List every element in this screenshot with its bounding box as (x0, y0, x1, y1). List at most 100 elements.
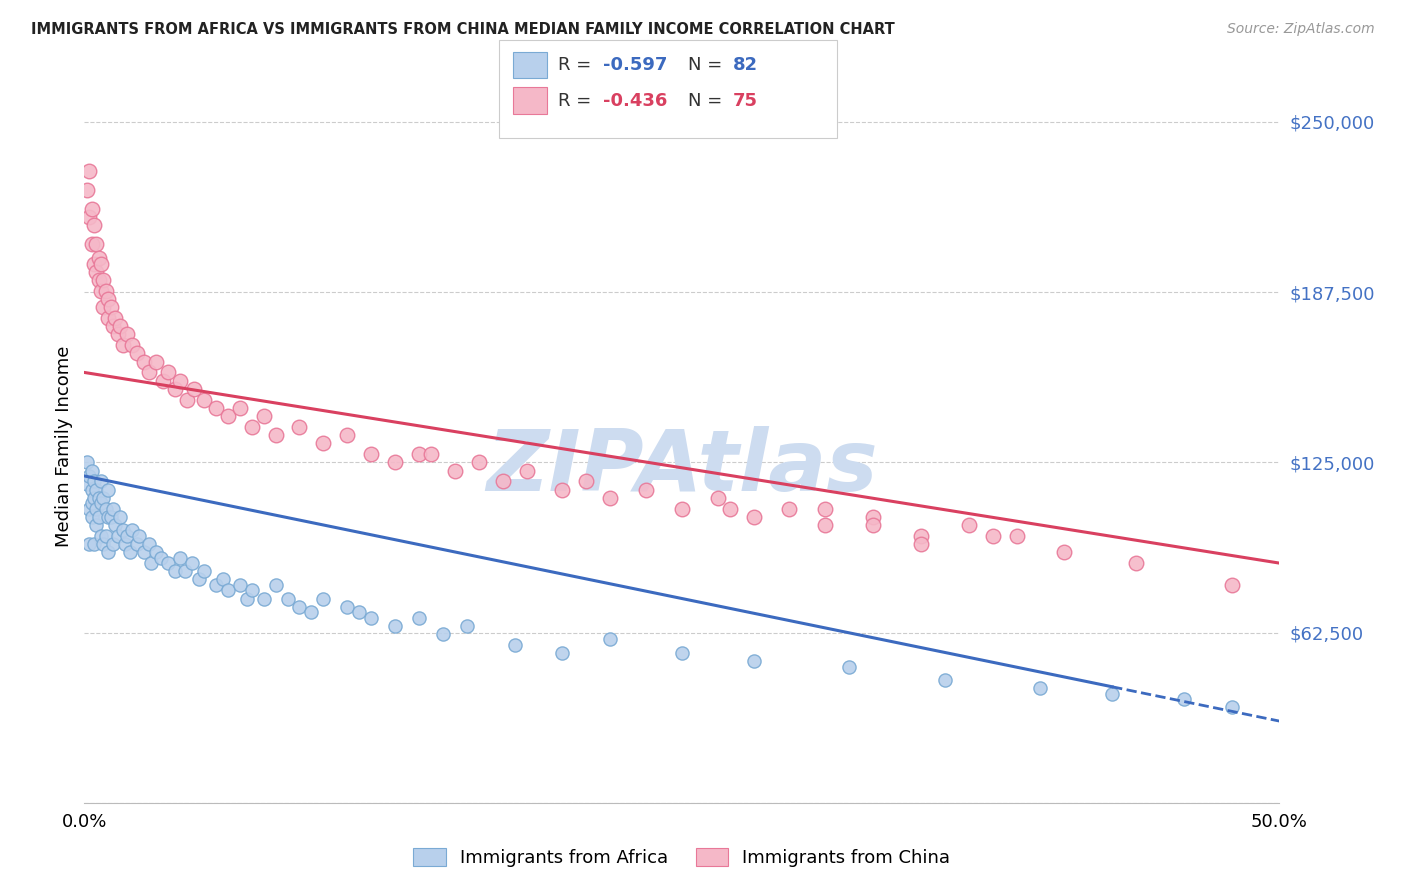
Point (86, 501, 108, 516)
Point (141, 556, 163, 570)
Point (205, 401, 228, 415)
Point (94, 501, 117, 516)
Point (93, 537, 115, 551)
Point (183, 382, 205, 396)
Point (492, 475, 515, 489)
Point (121, 524, 143, 538)
Point (100, 300, 122, 314)
Point (173, 564, 195, 578)
Text: IMMIGRANTS FROM AFRICA VS IMMIGRANTS FROM CHINA MEDIAN FAMILY INCOME CORRELATION: IMMIGRANTS FROM AFRICA VS IMMIGRANTS FRO… (31, 22, 894, 37)
Point (862, 509, 884, 524)
Point (86, 518, 108, 533)
Point (77, 469, 100, 483)
Point (86, 483, 108, 497)
Point (408, 610, 430, 624)
Text: 75: 75 (733, 92, 758, 110)
Point (104, 518, 127, 533)
Text: N =: N = (688, 56, 727, 74)
Point (814, 518, 837, 533)
Point (94, 529, 117, 543)
Point (814, 501, 837, 516)
Point (87, 509, 110, 524)
Text: -0.597: -0.597 (603, 56, 668, 74)
Point (240, 420, 263, 434)
Point (551, 646, 574, 660)
Point (132, 545, 156, 559)
Point (707, 491, 730, 505)
Point (169, 550, 191, 565)
Point (90, 496, 112, 510)
Text: ZIPAtlas: ZIPAtlas (486, 425, 877, 509)
Point (205, 578, 228, 592)
Point (101, 537, 124, 551)
Point (229, 578, 252, 592)
Point (107, 529, 129, 543)
Point (503, 638, 526, 652)
Point (132, 354, 156, 368)
Point (1220, 578, 1243, 592)
Point (551, 483, 574, 497)
Point (110, 509, 132, 524)
Point (152, 374, 174, 388)
Point (86, 265, 108, 279)
Point (1029, 681, 1052, 696)
Point (217, 583, 239, 598)
Text: N =: N = (688, 92, 727, 110)
Point (80, 509, 103, 524)
Point (212, 573, 235, 587)
Point (934, 673, 956, 688)
Point (90, 475, 112, 489)
Point (217, 409, 239, 423)
Point (83, 491, 105, 505)
Point (468, 455, 491, 469)
Point (83, 219, 105, 233)
Point (165, 564, 187, 578)
Point (444, 463, 467, 477)
Point (118, 545, 141, 559)
Point (121, 338, 143, 352)
Point (718, 501, 741, 516)
Point (93, 300, 115, 314)
Point (77, 537, 100, 551)
Point (420, 447, 443, 461)
Point (169, 374, 191, 388)
Point (264, 428, 287, 442)
Point (138, 366, 160, 380)
Point (838, 659, 860, 673)
Point (77, 211, 100, 225)
Text: -0.436: -0.436 (603, 92, 668, 110)
Point (312, 436, 335, 450)
Text: 82: 82 (733, 56, 758, 74)
Point (87, 251, 110, 265)
Point (93, 491, 115, 505)
Point (193, 564, 215, 578)
Point (101, 501, 124, 516)
Point (104, 310, 127, 325)
Point (101, 319, 124, 334)
Y-axis label: Median Family Income: Median Family Income (55, 345, 73, 547)
Point (981, 529, 1004, 543)
Point (253, 591, 276, 606)
Point (384, 455, 406, 469)
Point (93, 273, 115, 287)
Point (910, 537, 932, 551)
Point (97, 509, 120, 524)
Point (128, 529, 150, 543)
Point (360, 610, 382, 624)
Point (111, 524, 134, 538)
Point (76, 183, 98, 197)
Point (312, 591, 335, 606)
Point (188, 573, 211, 587)
Text: Source: ZipAtlas.com: Source: ZipAtlas.com (1227, 22, 1375, 37)
Point (117, 327, 139, 342)
Point (157, 366, 180, 380)
Point (111, 338, 134, 352)
Point (117, 529, 139, 543)
Point (599, 491, 621, 505)
Point (77, 501, 100, 516)
Point (636, 483, 658, 497)
Point (432, 627, 454, 641)
Point (80, 237, 103, 252)
Point (301, 605, 323, 619)
Text: R =: R = (558, 56, 598, 74)
